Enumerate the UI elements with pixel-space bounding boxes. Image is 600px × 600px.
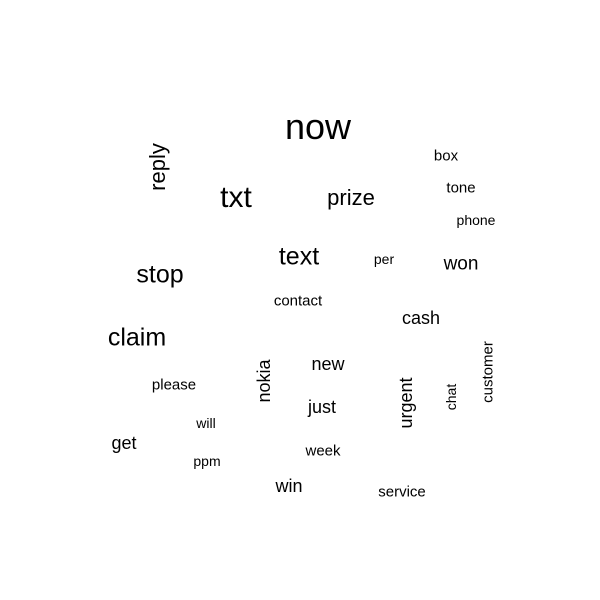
word-phone: phone <box>456 212 496 228</box>
word-txt: txt <box>220 181 252 214</box>
word-please: please <box>151 376 197 394</box>
word-win: win <box>275 476 303 496</box>
word-service: service <box>378 483 426 501</box>
word-will: will <box>196 415 216 431</box>
word-prize: prize <box>327 185 375 210</box>
word-ppm: ppm <box>193 453 221 469</box>
word-urgent: urgent <box>396 377 416 429</box>
word-stop: stop <box>136 260 184 289</box>
word-won: won <box>443 253 479 275</box>
word-contact: contact <box>273 292 323 310</box>
word-reply: reply <box>145 143 170 191</box>
word-chat: chat <box>443 383 459 411</box>
word-nokia: nokia <box>254 359 274 403</box>
word-cash: cash <box>401 308 441 328</box>
word-tone: tone <box>446 179 476 197</box>
word-new: new <box>311 354 345 374</box>
word-box: box <box>433 147 459 165</box>
word-now: now <box>284 106 352 147</box>
word-text: text <box>278 242 320 271</box>
word-get: get <box>111 433 137 453</box>
word-per: per <box>373 251 395 267</box>
word-claim: claim <box>107 323 167 352</box>
word-customer: customer <box>479 341 497 403</box>
word-week: week <box>305 442 341 460</box>
word-just: just <box>307 397 337 417</box>
